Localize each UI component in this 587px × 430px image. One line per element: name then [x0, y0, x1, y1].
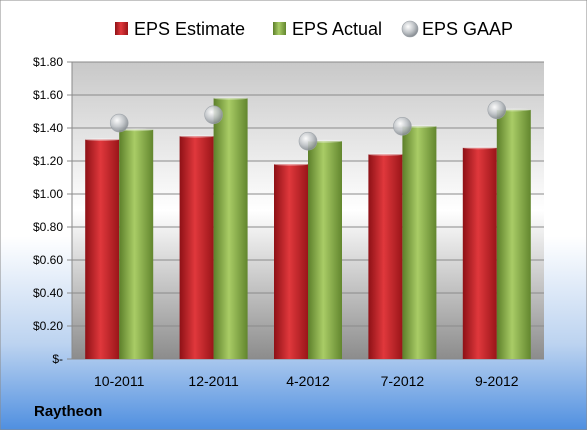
legend-label: EPS Actual [292, 19, 382, 39]
bar-eps-estimate [179, 136, 214, 359]
bar-top-highlight [85, 138, 120, 142]
legend-swatch [401, 20, 419, 38]
marker-eps-gaap [393, 117, 412, 136]
y-tick-label: $0.40 [33, 286, 63, 300]
x-tick-label: 9-2012 [475, 373, 519, 389]
legend-label: EPS GAAP [422, 19, 513, 39]
y-tick-label: $0.20 [33, 319, 63, 333]
x-tick-label: 7-2012 [381, 373, 425, 389]
bar-eps-estimate [85, 139, 120, 359]
bar-top-highlight [368, 152, 403, 156]
y-tick-label: $1.00 [33, 187, 63, 201]
bar-top-highlight [462, 146, 497, 150]
company-name: Raytheon [34, 403, 102, 420]
legend-swatch [115, 22, 128, 35]
marker-eps-gaap [298, 131, 318, 151]
x-tick-label: 4-2012 [286, 373, 330, 389]
bar-eps-actual [119, 129, 154, 359]
y-tick-label: $1.80 [33, 55, 63, 69]
x-tick-label: 12-2011 [188, 373, 239, 389]
bar-top-highlight [179, 134, 214, 138]
bar-eps-estimate [462, 147, 497, 359]
y-tick-label: $1.40 [33, 121, 63, 135]
bar-top-highlight [274, 162, 308, 166]
bar-top-highlight [213, 96, 248, 100]
marker-eps-gaap [109, 113, 129, 133]
bar-eps-actual [496, 109, 531, 359]
y-tick-label: $0.60 [33, 253, 63, 267]
bar-top-highlight [119, 128, 154, 132]
y-tick-label: $- [52, 352, 63, 366]
bar-eps-estimate [274, 164, 308, 359]
y-tick-label: $1.60 [33, 88, 63, 102]
bar-eps-actual [308, 141, 342, 359]
y-tick-label: $1.20 [33, 154, 63, 168]
legend-label: EPS Estimate [134, 19, 245, 39]
bar-eps-actual [402, 126, 437, 359]
bar-eps-estimate [368, 154, 403, 359]
y-tick-label: $0.80 [33, 220, 63, 234]
legend-swatch [273, 22, 286, 35]
x-tick-label: 10-2011 [94, 373, 145, 389]
marker-eps-gaap [204, 105, 223, 125]
marker-eps-gaap [487, 100, 507, 120]
bar-eps-actual [213, 98, 248, 360]
